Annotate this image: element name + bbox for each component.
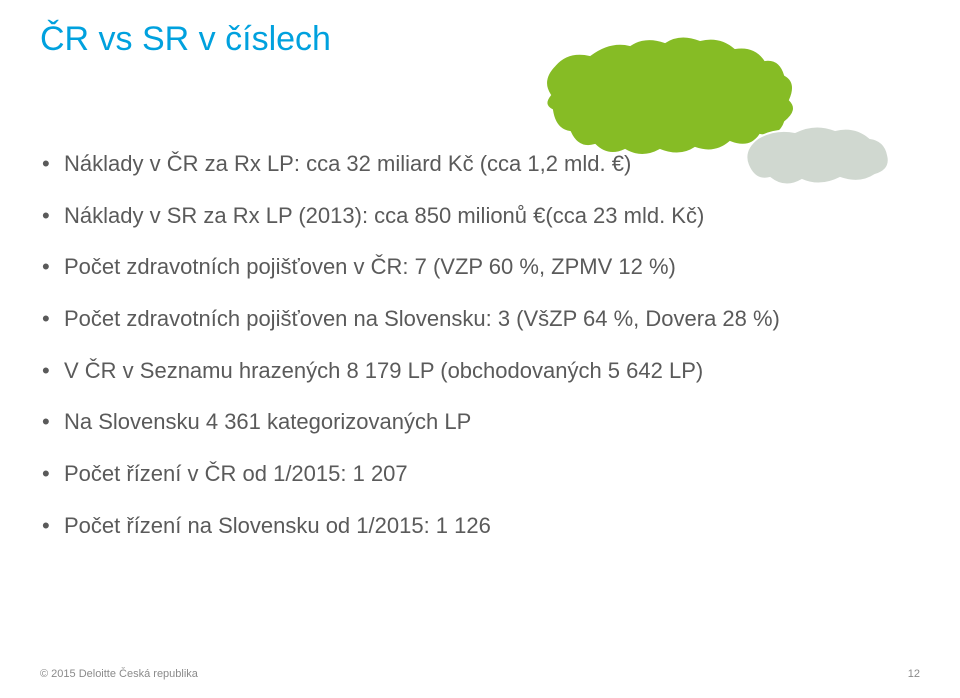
bullet-item: Náklady v SR za Rx LP (2013): cca 850 mi… [42, 201, 920, 231]
bullet-list: Náklady v ČR za Rx LP: cca 32 miliard Kč… [42, 149, 920, 541]
bullet-item: Počet řízení v ČR od 1/2015: 1 207 [42, 459, 920, 489]
bullet-item: Počet řízení na Slovensku od 1/2015: 1 1… [42, 511, 920, 541]
page-number: 12 [908, 668, 920, 680]
map-svg [520, 10, 900, 210]
czech-shape [546, 36, 794, 155]
footer-copyright: © 2015 Deloitte Česká republika [40, 668, 198, 680]
bullet-item: V ČR v Seznamu hrazených 8 179 LP (obcho… [42, 356, 920, 386]
bullet-item: Počet zdravotních pojišťoven na Slovensk… [42, 304, 920, 334]
slide: ČR vs SR v číslech Náklady v ČR za Rx LP… [0, 0, 960, 698]
bullet-item: Počet zdravotních pojišťoven v ČR: 7 (VZ… [42, 252, 920, 282]
map-cz-sk [520, 10, 900, 215]
bullet-item: Náklady v ČR za Rx LP: cca 32 miliard Kč… [42, 149, 920, 179]
bullet-item: Na Slovensku 4 361 kategorizovaných LP [42, 407, 920, 437]
